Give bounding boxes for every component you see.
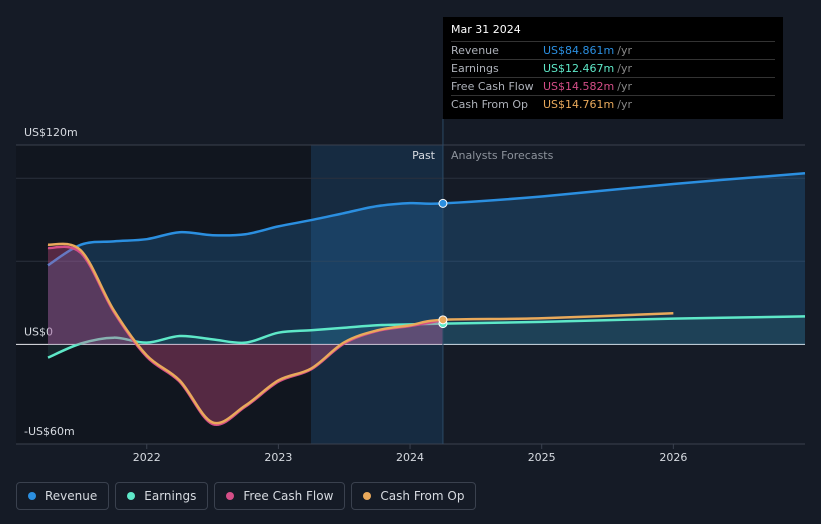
legend-item[interactable]: Free Cash Flow bbox=[214, 482, 346, 510]
tooltip-label: Revenue bbox=[451, 44, 499, 57]
legend-dot bbox=[363, 492, 372, 500]
area bbox=[48, 316, 805, 358]
y-tick-label: US$120m bbox=[24, 126, 78, 139]
tooltip-unit: /yr bbox=[617, 44, 632, 57]
tooltip-value: US$14.582m bbox=[543, 80, 615, 93]
legend-label: Revenue bbox=[45, 489, 98, 503]
tooltip-row: Earnings US$12.467m/yr bbox=[451, 59, 775, 77]
area bbox=[48, 173, 805, 345]
legend-label: Cash From Op bbox=[380, 489, 465, 503]
x-tick-label: 2024 bbox=[396, 451, 424, 464]
tooltip-unit: /yr bbox=[617, 98, 632, 111]
series-line bbox=[47, 315, 806, 359]
legend-dot bbox=[28, 492, 36, 500]
chart: Past Analysts Forecasts -US$60m US$0 US$12… bbox=[16, 119, 806, 464]
tooltip-unit: /yr bbox=[617, 80, 632, 93]
x-tick-label: 2023 bbox=[264, 451, 292, 464]
hover-dot bbox=[438, 198, 448, 208]
legend-item[interactable]: Cash From Op bbox=[351, 482, 477, 510]
tooltip-row: Free Cash Flow US$14.582m/yr bbox=[451, 77, 775, 95]
tooltip-value: US$14.761m bbox=[543, 98, 615, 111]
past-label: Past bbox=[412, 149, 436, 162]
tooltip-unit: /yr bbox=[617, 62, 632, 75]
series-line bbox=[47, 171, 806, 267]
tooltip-date: Mar 31 2024 bbox=[451, 23, 521, 36]
legend-item[interactable]: Earnings bbox=[115, 482, 209, 510]
tooltip-value: US$84.861m bbox=[543, 44, 615, 57]
hover-dot bbox=[438, 315, 448, 325]
x-tick-label: 2026 bbox=[659, 451, 687, 464]
tooltip: Mar 31 2024 Revenue US$84.861m/yr Earnings… bbox=[443, 17, 783, 119]
tooltip-label: Earnings bbox=[451, 62, 499, 75]
x-tick-label: 2025 bbox=[528, 451, 556, 464]
legend-dot bbox=[127, 492, 136, 500]
tooltip-row: Revenue US$84.861m/yr bbox=[451, 41, 775, 59]
x-tick-label: 2022 bbox=[133, 451, 161, 464]
tooltip-label: Free Cash Flow bbox=[451, 80, 534, 93]
legend-dot bbox=[226, 492, 235, 500]
tooltip-row: Cash From Op US$14.761m/yr bbox=[451, 95, 775, 113]
legend: Revenue Earnings Free Cash Flow Cash From O… bbox=[16, 482, 477, 510]
tooltip-value: US$12.467m bbox=[543, 62, 615, 75]
tooltip-label: Cash From Op bbox=[451, 98, 529, 111]
legend-label: Earnings bbox=[144, 489, 197, 503]
y-tick-label: -US$60m bbox=[24, 425, 75, 438]
legend-label: Free Cash Flow bbox=[243, 489, 334, 503]
forecast-label: Analysts Forecasts bbox=[451, 149, 554, 162]
recent-band bbox=[311, 145, 443, 444]
legend-item[interactable]: Revenue bbox=[16, 482, 110, 510]
y-tick-label: US$0 bbox=[24, 325, 53, 338]
